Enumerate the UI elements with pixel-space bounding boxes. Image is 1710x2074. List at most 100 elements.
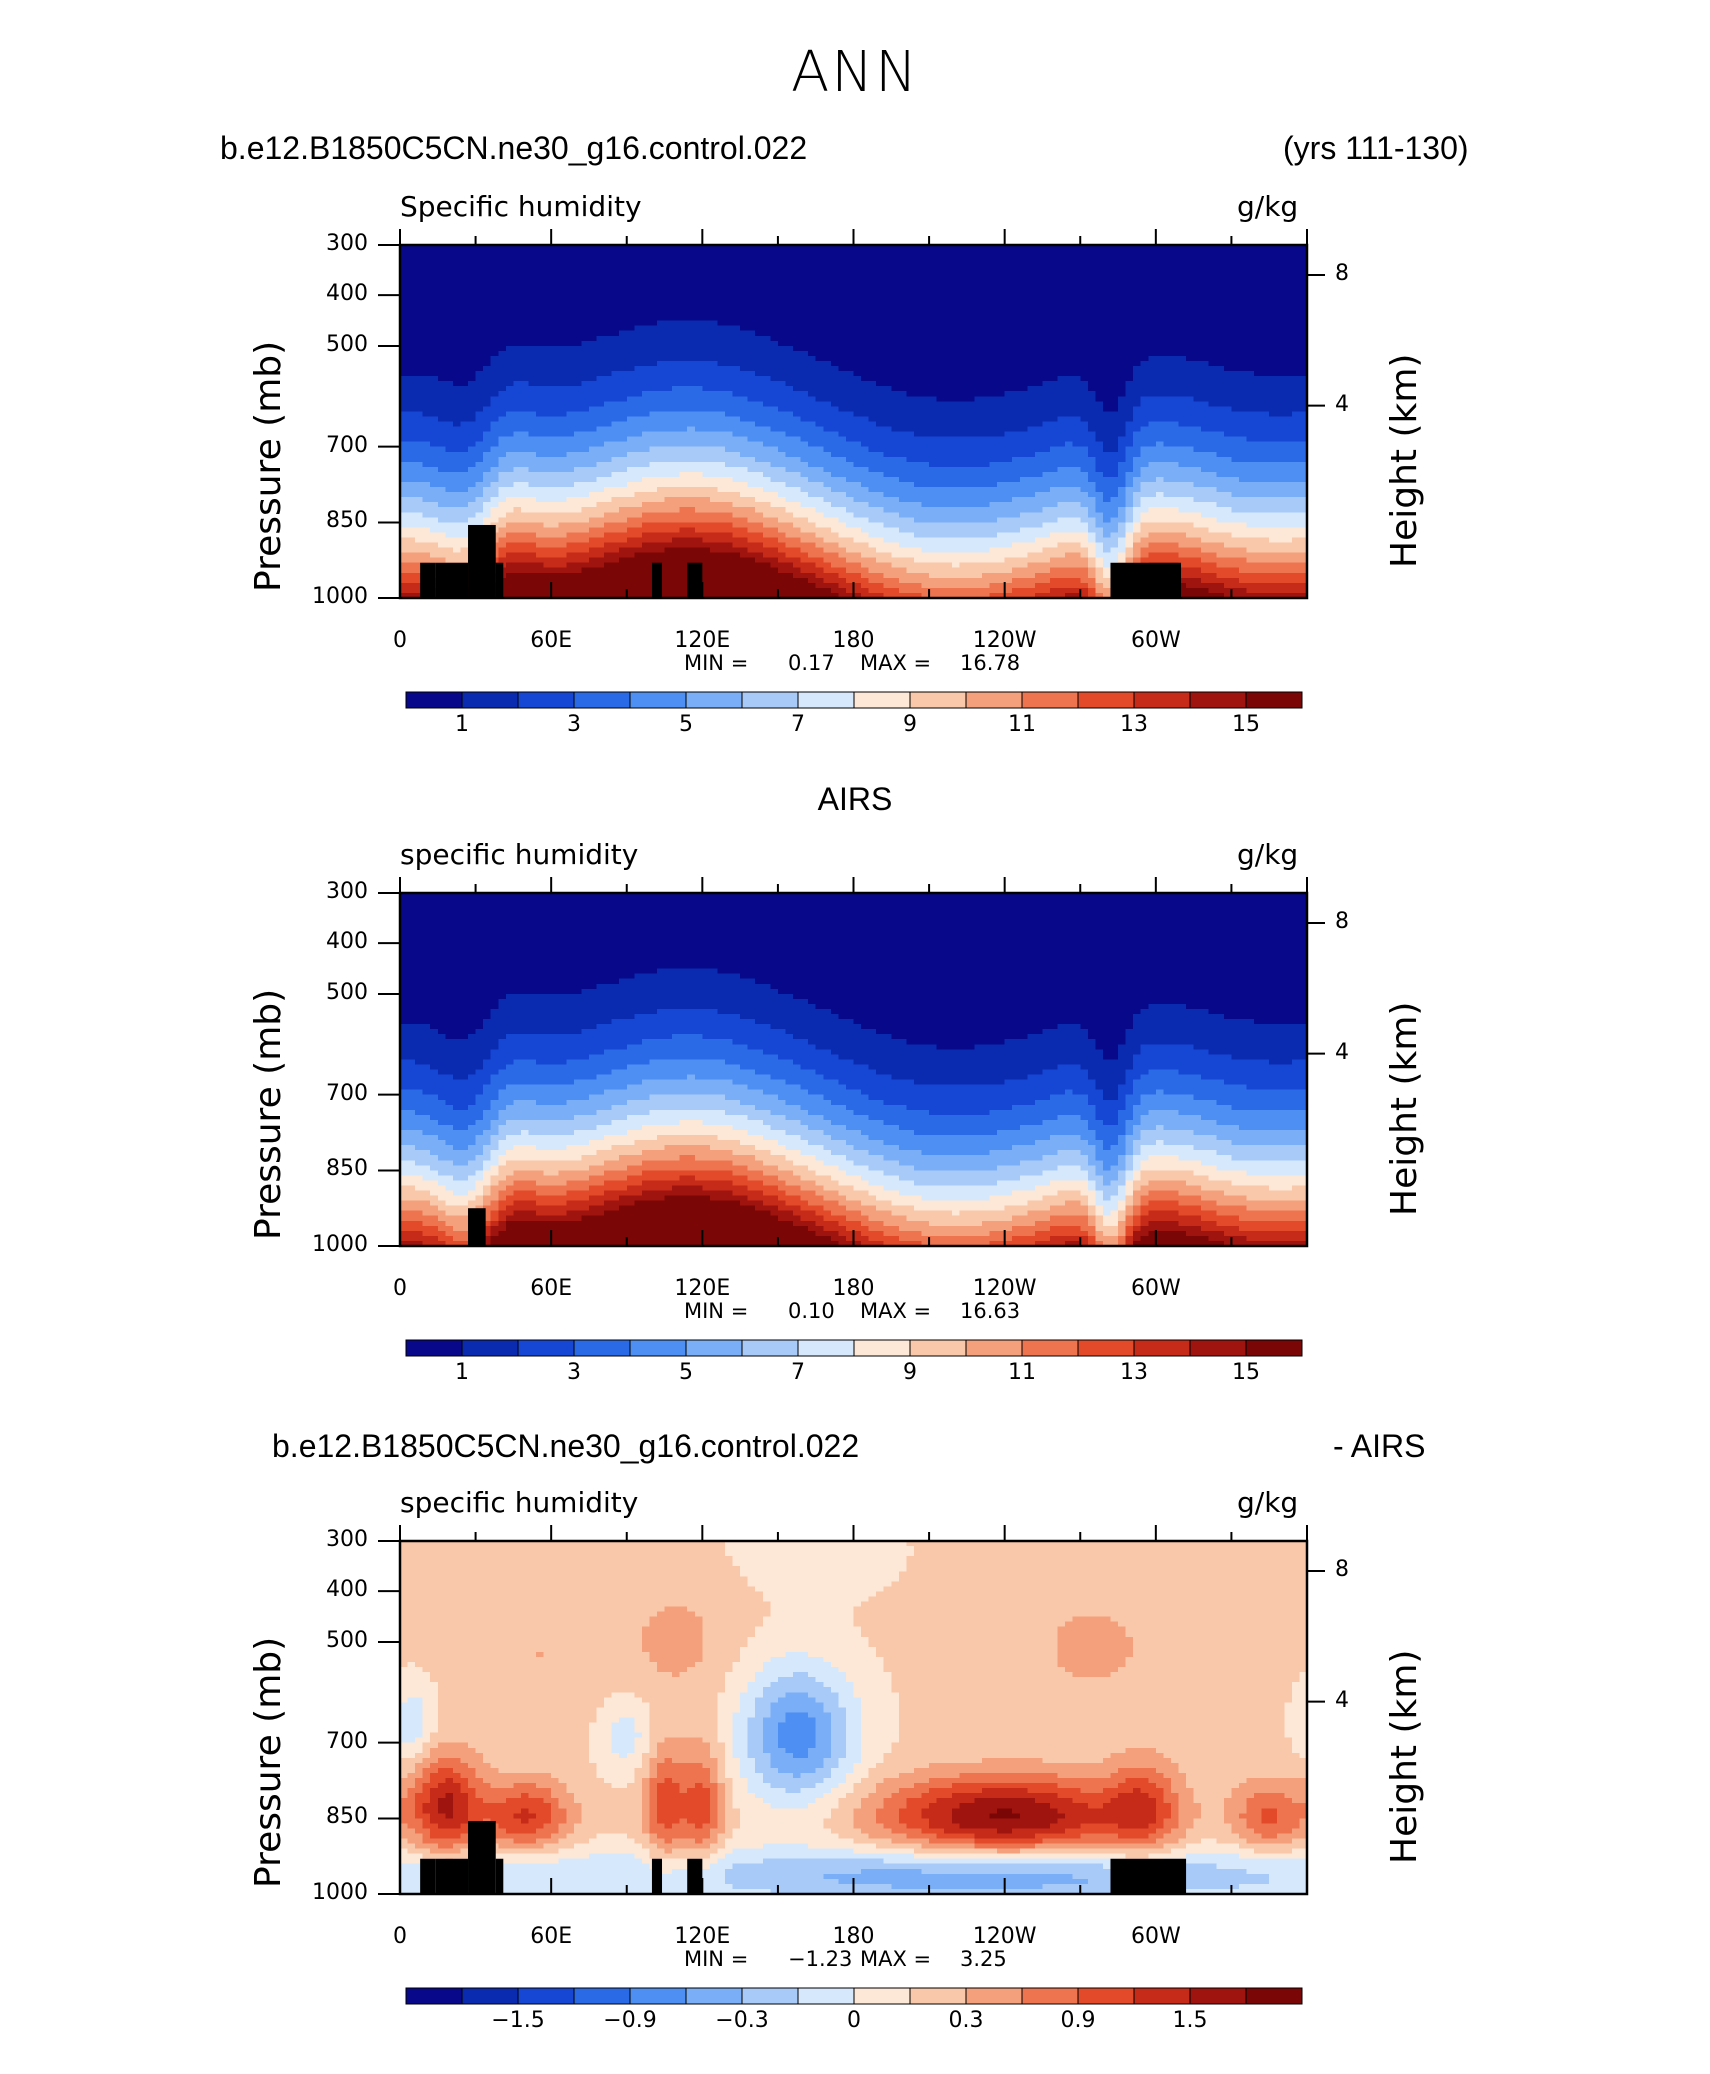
heatmap-cell — [808, 557, 817, 564]
heatmap-cell — [906, 426, 915, 433]
heatmap-cell — [747, 476, 756, 483]
heatmap-cell — [664, 366, 673, 372]
heatmap-cell — [793, 255, 802, 261]
heatmap-cell — [679, 592, 688, 599]
heatmap-cell — [891, 315, 900, 322]
heatmap-cell — [634, 391, 643, 397]
heatmap-cell — [656, 557, 666, 564]
heatmap-cell — [679, 537, 688, 544]
heatmap-cell — [581, 471, 590, 478]
heatmap-cell — [490, 290, 499, 297]
heatmap-cell — [611, 461, 620, 468]
heatmap-cell — [415, 492, 424, 498]
heatmap-cell — [528, 325, 537, 332]
heatmap-cell — [415, 260, 424, 266]
heatmap-cell — [876, 517, 885, 523]
heatmap-cell — [490, 401, 499, 407]
heatmap-cell — [566, 476, 575, 483]
heatmap-cell — [566, 572, 575, 579]
heatmap-cell — [747, 416, 756, 423]
heatmap-cell — [422, 456, 431, 463]
heatmap-cell — [551, 426, 560, 433]
heatmap-cell — [898, 290, 908, 297]
heatmap-cell — [838, 592, 847, 599]
heatmap-cell — [490, 250, 499, 256]
heatmap-cell — [845, 340, 855, 347]
heatmap-cell — [906, 270, 915, 276]
heatmap-cell — [400, 446, 409, 453]
heatmap-cell — [656, 350, 666, 357]
heatmap-cell — [490, 335, 499, 342]
heatmap-cell — [452, 446, 462, 453]
heatmap-cell — [793, 507, 802, 513]
heatmap-cell — [740, 592, 749, 599]
heatmap-cell — [452, 456, 462, 463]
heatmap-cell — [717, 446, 726, 453]
heatmap-cell — [800, 482, 809, 488]
heatmap-cell — [588, 532, 598, 539]
heatmap-cell — [755, 557, 764, 564]
heatmap-cell — [808, 315, 817, 322]
heatmap-cell — [619, 471, 628, 478]
heatmap-cell — [641, 360, 651, 367]
heatmap-cell — [528, 381, 537, 387]
heatmap-cell — [573, 487, 582, 493]
heatmap-cell — [588, 376, 598, 382]
heatmap-cell — [672, 497, 681, 503]
heatmap-cell — [619, 325, 628, 332]
heatmap-cell — [566, 406, 575, 413]
heatmap-cell — [823, 245, 832, 251]
heatmap-cell — [823, 527, 832, 534]
heatmap-cell — [415, 270, 424, 276]
heatmap-cell — [777, 325, 787, 332]
heatmap-cell — [868, 557, 877, 564]
heatmap-cell — [604, 366, 613, 372]
heatmap-cell — [770, 320, 779, 327]
heatmap-cell — [777, 537, 787, 544]
heatmap-cell — [422, 466, 431, 473]
heatmap-cell — [823, 451, 832, 458]
heatmap-cell — [898, 350, 908, 357]
heatmap-cell — [415, 446, 424, 453]
heatmap-cell — [430, 290, 439, 297]
heatmap-cell — [906, 406, 915, 413]
heatmap-cell — [830, 401, 839, 407]
heatmap-cell — [845, 300, 855, 307]
heatmap-cell — [777, 280, 787, 286]
heatmap-cell — [891, 431, 900, 438]
heatmap-cell — [452, 471, 462, 478]
heatmap-cell — [400, 325, 409, 332]
heatmap-cell — [740, 396, 749, 402]
heatmap-cell — [709, 300, 719, 307]
heatmap-cell — [581, 436, 590, 443]
heatmap-cell — [861, 537, 870, 544]
heatmap-cell — [475, 255, 484, 261]
heatmap-cell — [634, 315, 643, 322]
heatmap-cell — [808, 492, 817, 498]
heatmap-cell — [838, 280, 847, 286]
heatmap-cell — [770, 260, 779, 266]
heatmap-cell — [626, 330, 635, 337]
heatmap-cell — [581, 265, 590, 271]
heatmap-cell — [838, 522, 847, 528]
heatmap-cell — [573, 562, 582, 569]
heatmap-cell — [853, 270, 862, 276]
heatmap-cell — [823, 487, 832, 493]
heatmap-cell — [747, 310, 756, 317]
heatmap-cell — [634, 295, 643, 302]
heatmap-cell — [634, 562, 643, 569]
heatmap-cell — [551, 265, 560, 271]
heatmap-cell — [777, 512, 787, 518]
heatmap-cell — [898, 527, 908, 534]
heatmap-cell — [407, 310, 416, 317]
heatmap-cell — [906, 492, 915, 498]
heatmap-cell — [823, 482, 832, 488]
heatmap-cell — [876, 310, 885, 317]
heatmap-cell — [656, 416, 666, 423]
heatmap-cell — [694, 295, 703, 302]
heatmap-cell — [815, 592, 824, 599]
heatmap-cell — [543, 381, 552, 387]
heatmap-cell — [679, 547, 688, 554]
heatmap-cell — [445, 345, 454, 352]
heatmap-cell — [566, 401, 575, 407]
